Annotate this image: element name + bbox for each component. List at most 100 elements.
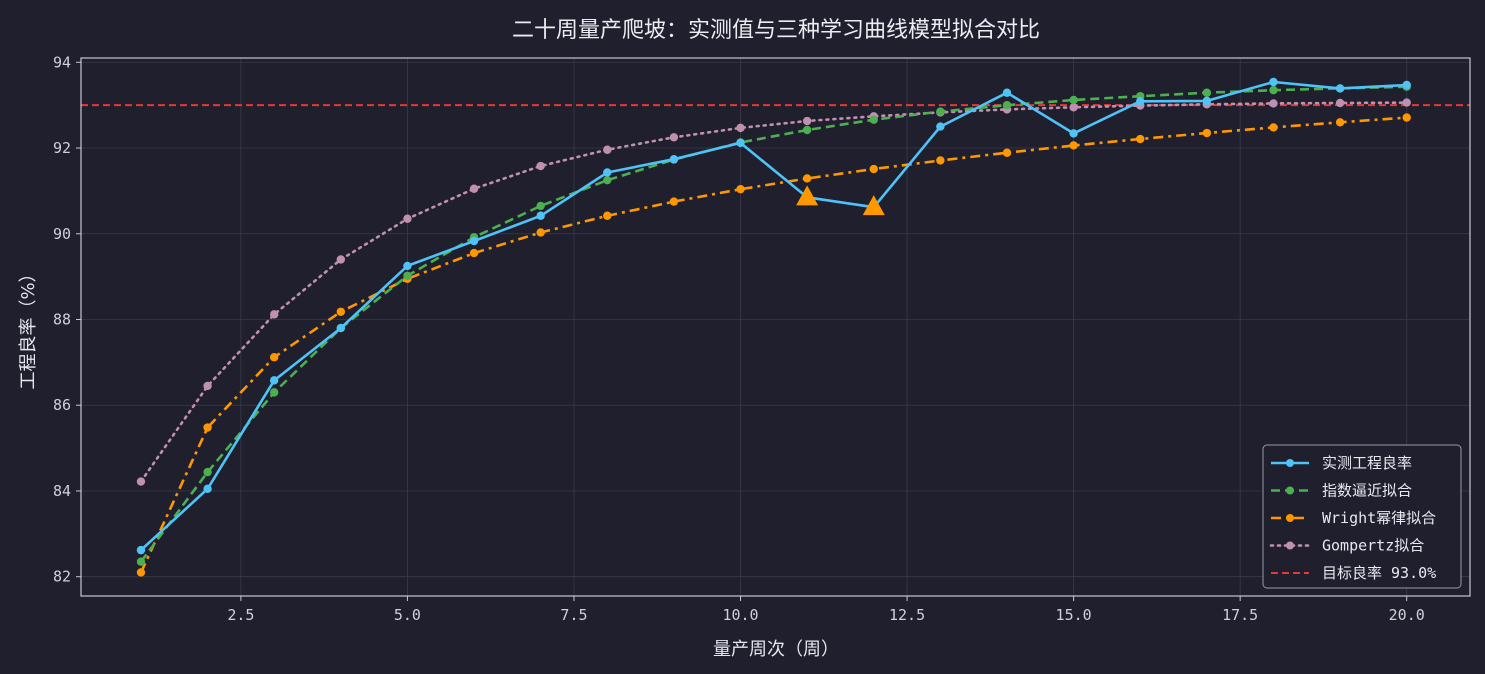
x-tick-label: 20.0 (1389, 606, 1425, 624)
x-tick-label: 10.0 (722, 606, 758, 624)
series-layer (136, 77, 1411, 577)
y-tick-label: 94 (53, 53, 71, 71)
legend-label: Gompertz拟合 (1322, 537, 1424, 555)
data-point (336, 255, 346, 264)
data-point (736, 123, 745, 133)
plot-area (80, 57, 1471, 597)
data-point (1069, 95, 1078, 105)
data-point (1402, 113, 1411, 122)
data-point (1069, 129, 1078, 138)
plot-background (81, 58, 1470, 596)
data-point (1269, 123, 1278, 132)
data-point (802, 174, 812, 183)
series-line (140, 80, 1407, 552)
legend-marker (1286, 514, 1294, 522)
data-point (802, 116, 812, 126)
data-point (203, 467, 212, 477)
anomaly-marker (796, 185, 819, 206)
data-point (1002, 88, 1012, 97)
x-tick-label: 2.5 (227, 606, 254, 624)
data-point (336, 323, 346, 333)
data-point (1335, 98, 1345, 108)
legend-marker (1286, 459, 1294, 467)
data-point (1002, 148, 1012, 157)
y-tick-label: 90 (53, 225, 71, 243)
data-point (136, 568, 146, 577)
y-tick-label: 92 (53, 139, 71, 157)
data-point (1136, 134, 1145, 144)
y-tick-label: 86 (53, 396, 71, 414)
data-point (1335, 118, 1345, 127)
data-point (1269, 99, 1278, 108)
y-axis-ticks: 82 84 86 88 90 92 94 (53, 53, 81, 586)
data-point (603, 145, 612, 154)
x-axis-ticks: 2.5 5.0 7.5 10.0 12.5 15.0 17.5 20.0 (227, 596, 1425, 624)
data-point (536, 211, 545, 220)
x-tick-label: 7.5 (560, 606, 587, 624)
data-point (469, 248, 479, 258)
data-point (1002, 100, 1012, 110)
legend-label: 目标良率 93.0% (1322, 564, 1436, 582)
legend-item: 指数逼近拟合 (1271, 482, 1412, 500)
data-point (536, 161, 545, 171)
legend-label: 指数逼近拟合 (1322, 482, 1412, 500)
data-point (1269, 77, 1278, 87)
data-point (536, 228, 545, 237)
data-point (269, 388, 279, 397)
x-tick-label: 12.5 (889, 606, 925, 624)
legend-item: Wright幂律拟合 (1271, 509, 1436, 527)
x-axis-label: 量产周次（周） (713, 639, 839, 660)
data-point (1202, 128, 1212, 138)
series-line (139, 116, 1407, 573)
data-point (269, 353, 279, 362)
data-point (802, 125, 812, 135)
data-point (536, 201, 545, 211)
data-point (603, 211, 612, 220)
legend-item: 目标良率 93.0% (1271, 564, 1436, 582)
data-point (1402, 98, 1411, 107)
data-point (1069, 103, 1078, 112)
data-point (936, 107, 945, 116)
data-point (269, 376, 279, 385)
grid (81, 58, 1470, 596)
data-point (203, 381, 212, 391)
data-point (203, 484, 212, 494)
x-tick-label: 15.0 (1056, 606, 1092, 624)
data-point (603, 168, 612, 177)
legend-item: 实测工程良率 (1271, 454, 1412, 472)
y-tick-label: 84 (53, 482, 71, 500)
chart-title: 二十周量产爬坡：实测值与三种学习曲线模型拟合对比 (512, 18, 1040, 43)
data-point (136, 545, 146, 555)
data-point (1335, 84, 1345, 93)
data-point (136, 557, 146, 566)
data-point (936, 122, 945, 131)
data-point (1136, 97, 1145, 106)
data-point (403, 214, 412, 223)
series-2 (136, 113, 1411, 577)
data-point (1402, 80, 1411, 90)
x-tick-label: 17.5 (1222, 606, 1258, 624)
y-axis-label: 工程良率（%） (18, 264, 39, 389)
data-point (469, 184, 479, 193)
data-point (736, 184, 745, 194)
data-point (736, 138, 745, 148)
data-point (669, 154, 679, 164)
legend-label: Wright幂律拟合 (1322, 509, 1436, 527)
data-point (1269, 85, 1278, 95)
data-point (203, 423, 212, 432)
data-point (336, 307, 346, 316)
data-point (603, 175, 612, 185)
legend-marker (1286, 541, 1294, 550)
data-point (403, 271, 412, 280)
series-line (139, 101, 1408, 483)
x-tick-label: 5.0 (394, 606, 421, 624)
y-tick-label: 88 (53, 310, 71, 328)
data-point (669, 133, 679, 142)
data-point (136, 477, 146, 486)
legend-marker (1286, 486, 1294, 495)
legend-box (1262, 444, 1462, 589)
data-point (936, 156, 945, 165)
